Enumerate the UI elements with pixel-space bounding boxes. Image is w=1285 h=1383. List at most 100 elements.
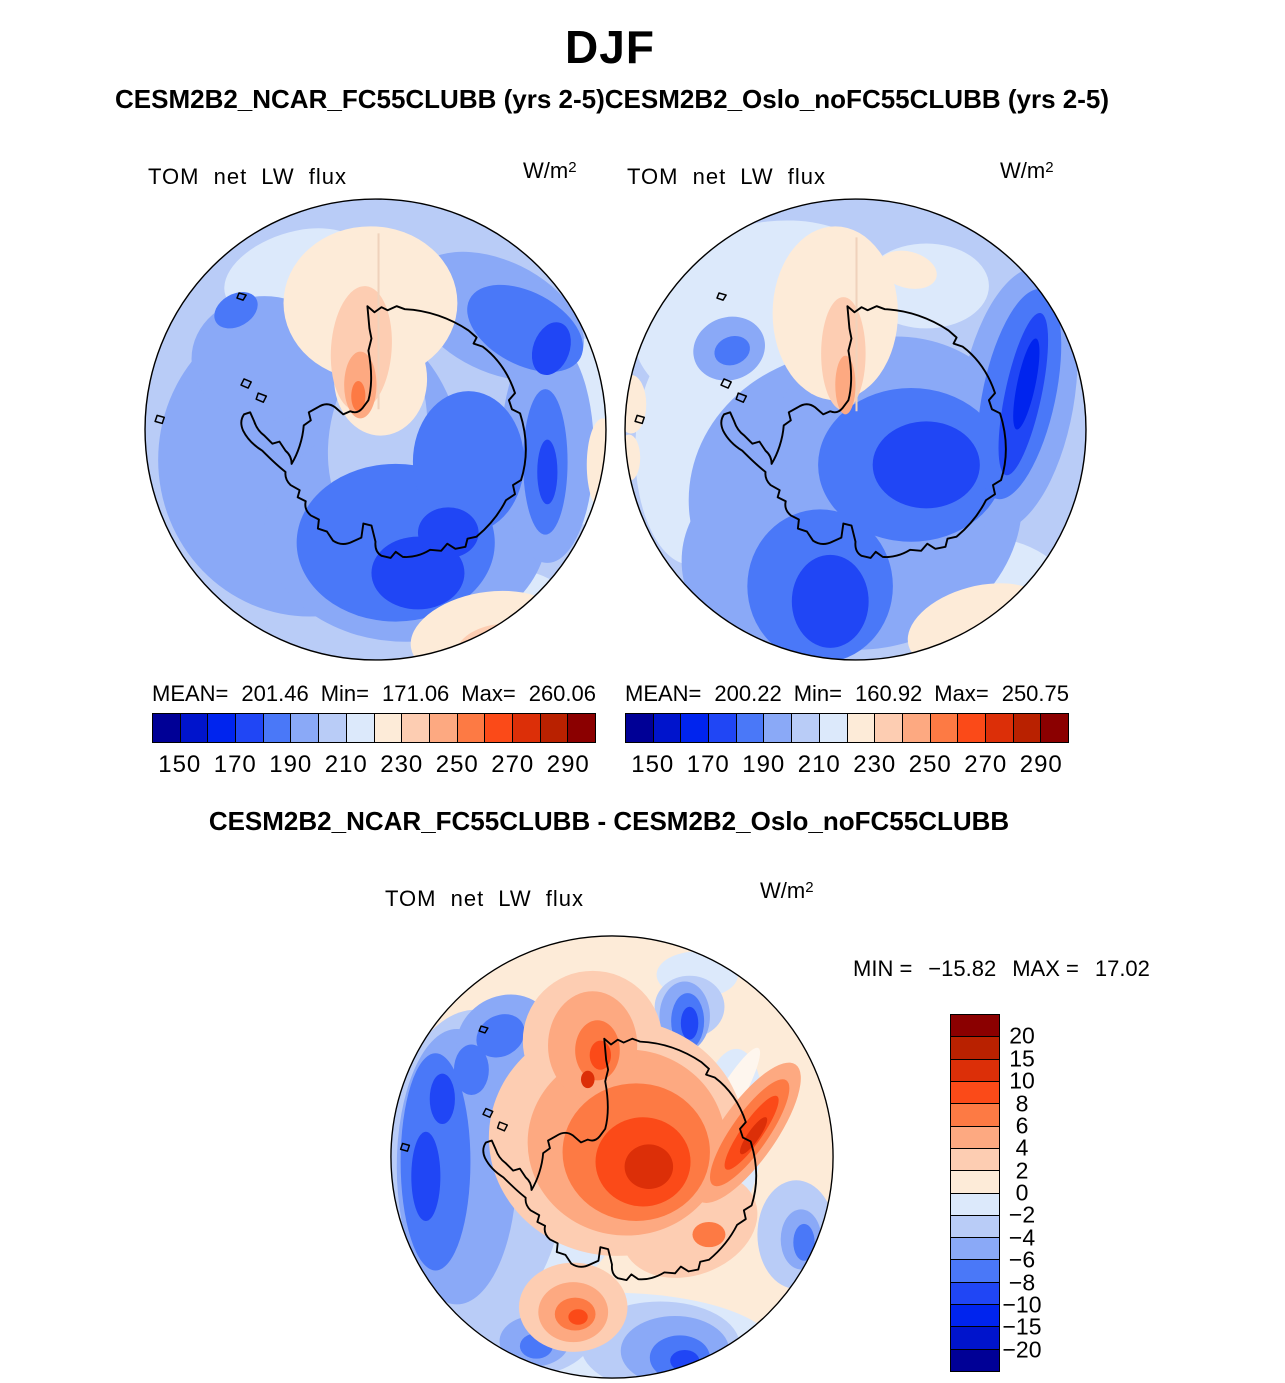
diff-colorbar-label: −2 bbox=[1008, 1201, 1036, 1228]
panel2-colorbar bbox=[625, 713, 1069, 743]
colorbar-tick-label: 170 bbox=[686, 751, 730, 778]
colorbar-tick-label: 210 bbox=[797, 751, 841, 778]
colorbar-tick-label: 150 bbox=[631, 751, 675, 778]
diff-colorbar-label: 10 bbox=[1009, 1067, 1035, 1094]
diff-colorbar-label: 6 bbox=[1015, 1112, 1029, 1139]
panel2-units-exponent: 2 bbox=[1045, 159, 1054, 176]
diff-field-label: TOM net LW flux bbox=[385, 886, 585, 911]
diff-colorbar-label: −10 bbox=[1002, 1291, 1042, 1318]
colorbar-cell bbox=[950, 1348, 1000, 1372]
colorbar-tick-label: 170 bbox=[213, 751, 257, 778]
panel2-mean-stat: MEAN= 200.22 bbox=[625, 681, 782, 706]
colorbar-cell bbox=[735, 713, 765, 743]
colorbar-cell bbox=[984, 713, 1014, 743]
figure-title: DJF bbox=[565, 21, 655, 73]
colorbar-tick-label: 150 bbox=[158, 751, 202, 778]
panel2-max-stat: Max= 250.75 bbox=[934, 681, 1069, 706]
colorbar-cell bbox=[652, 713, 682, 743]
colorbar-cell bbox=[874, 713, 903, 743]
colorbar-cell bbox=[957, 713, 986, 743]
diff-colorbar-label: 20 bbox=[1009, 1022, 1035, 1049]
panel1-colorbar bbox=[152, 713, 596, 743]
colorbar-cell bbox=[1040, 713, 1069, 743]
colorbar-cell bbox=[373, 713, 403, 743]
colorbar-cell bbox=[428, 713, 458, 743]
colorbar-tick-label: 290 bbox=[546, 751, 590, 778]
colorbar-cell bbox=[708, 713, 737, 743]
colorbar-tick-label: 230 bbox=[380, 751, 424, 778]
colorbar-tick-label: 190 bbox=[742, 751, 786, 778]
colorbar-tick-label: 250 bbox=[435, 751, 479, 778]
panel2-colorbar-ticks: 150 170 190 210 230 250 270 290 bbox=[625, 751, 1069, 779]
panel1-units-base: W/m bbox=[523, 158, 569, 183]
diff-colorbar-label: −15 bbox=[1002, 1313, 1042, 1340]
diff-colorbar-label: −4 bbox=[1008, 1224, 1036, 1251]
diff-colorbar-label: 8 bbox=[1015, 1090, 1029, 1116]
diff-contour-field bbox=[390, 935, 834, 1379]
diff-max-label: MAX = bbox=[1012, 956, 1079, 981]
panel2-contour-field bbox=[625, 199, 1086, 660]
colorbar-cell bbox=[456, 713, 486, 743]
diff-units-label: W/m2 bbox=[760, 878, 814, 904]
colorbar-cell bbox=[901, 713, 931, 743]
panel2-units-label: W/m2 bbox=[1000, 158, 1054, 184]
colorbar-tick-label: 290 bbox=[1019, 751, 1063, 778]
panel2-units-base: W/m bbox=[1000, 158, 1046, 183]
colorbar-cell bbox=[179, 713, 209, 743]
colorbar-cell bbox=[929, 713, 959, 743]
diff-min-label: MIN = bbox=[853, 956, 913, 981]
panel1-max-stat: Max= 260.06 bbox=[461, 681, 596, 706]
colorbar-cell bbox=[290, 713, 320, 743]
colorbar-cell bbox=[152, 713, 181, 743]
colorbar-tick-label: 190 bbox=[269, 751, 313, 778]
map-panel1-polar-plot bbox=[144, 198, 607, 661]
colorbar-cell bbox=[207, 713, 237, 743]
diff-panel-title: CESM2B2_NCAR_FC55CLUBB - CESM2B2_Oslo_no… bbox=[208, 806, 1010, 836]
colorbar-cell bbox=[567, 713, 596, 743]
colorbar-cell bbox=[763, 713, 793, 743]
colorbar-cell bbox=[680, 713, 710, 743]
panel2-min-stat: Min= 160.92 bbox=[793, 681, 923, 706]
diff-colorbar bbox=[950, 1014, 1000, 1372]
colorbar-cell bbox=[484, 713, 513, 743]
colorbar-cell bbox=[539, 713, 569, 743]
colorbar-cell bbox=[401, 713, 430, 743]
panel1-stats: MEAN= 201.46 Min= 171.06 Max= 260.06 bbox=[152, 681, 596, 707]
panel1-mean-stat: MEAN= 201.46 bbox=[152, 681, 309, 706]
panel2-stats: MEAN= 200.22 Min= 160.92 Max= 250.75 bbox=[625, 681, 1069, 707]
colorbar-tick-label: 230 bbox=[853, 751, 897, 778]
colorbar-tick-label: 270 bbox=[964, 751, 1008, 778]
diff-colorbar-label: 15 bbox=[1009, 1045, 1035, 1072]
colorbar-cell bbox=[846, 713, 876, 743]
colorbar-tick-label: 270 bbox=[491, 751, 535, 778]
diff-max-value: 17.02 bbox=[1094, 956, 1150, 981]
diff-map-boundary bbox=[390, 935, 834, 1379]
colorbar-cell bbox=[318, 713, 347, 743]
colorbar-cell bbox=[791, 713, 820, 743]
colorbar-cell bbox=[1012, 713, 1042, 743]
panel2-map-boundary bbox=[624, 198, 1087, 661]
figure-subtitle: CESM2B2_NCAR_FC55CLUBB (yrs 2-5)CESM2B2_… bbox=[114, 84, 1110, 114]
diff-colorbar-label: 2 bbox=[1015, 1157, 1029, 1184]
diff-colorbar-label: −20 bbox=[1002, 1336, 1042, 1363]
panel1-units-exponent: 2 bbox=[568, 159, 577, 176]
colorbar-cell bbox=[511, 713, 541, 743]
diff-units-base: W/m bbox=[760, 878, 806, 903]
diff-colorbar-labels: 20 15 10 8 6 4 2 0 −2 −4 −6 −8 −10 −15 −20 bbox=[986, 1014, 1058, 1372]
colorbar-cell bbox=[262, 713, 292, 743]
colorbar-tick-label: 210 bbox=[324, 751, 368, 778]
panel1-units-label: W/m2 bbox=[523, 158, 577, 184]
diff-colorbar-label: 0 bbox=[1015, 1179, 1029, 1206]
diff-min-value: −15.82 bbox=[928, 956, 997, 981]
diff-colorbar-label: −8 bbox=[1008, 1269, 1036, 1295]
colorbar-cell bbox=[625, 713, 654, 743]
colorbar-cell bbox=[345, 713, 375, 743]
diff-minmax-stats: MIN = −15.82 MAX = 17.02 bbox=[853, 956, 1166, 982]
colorbar-tick-label: 250 bbox=[908, 751, 952, 778]
panel1-map-boundary bbox=[144, 198, 607, 661]
diff-colorbar-label: 4 bbox=[1015, 1134, 1029, 1161]
panel1-min-stat: Min= 171.06 bbox=[320, 681, 450, 706]
diff-units-exponent: 2 bbox=[805, 879, 814, 896]
panel1-field-label: TOM net LW flux bbox=[148, 164, 348, 189]
